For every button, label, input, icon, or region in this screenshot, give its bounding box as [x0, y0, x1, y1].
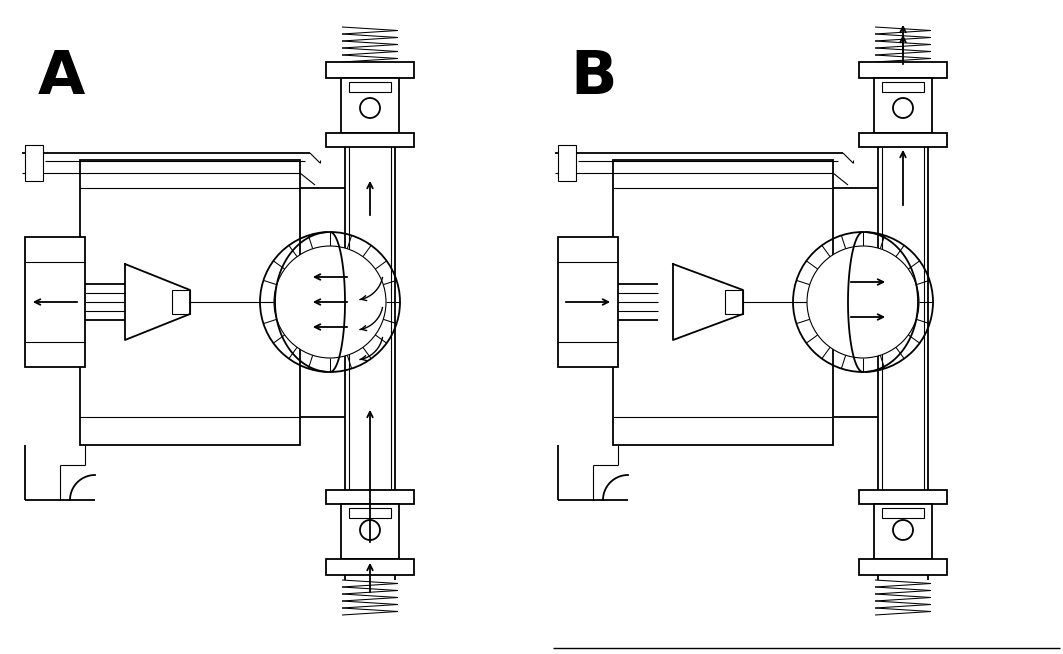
Bar [349, 82, 391, 92]
Bar [26, 145, 43, 181]
Circle shape [893, 520, 913, 540]
Circle shape [360, 98, 379, 118]
Circle shape [893, 98, 913, 118]
Bar [859, 559, 947, 575]
Bar [874, 78, 932, 133]
Bar [613, 160, 833, 445]
Bar [859, 490, 947, 504]
Circle shape [360, 520, 379, 540]
Bar [725, 290, 743, 314]
Circle shape [274, 246, 386, 358]
Bar [341, 78, 399, 133]
Bar [882, 82, 924, 92]
Bar [326, 559, 414, 575]
Bar [80, 160, 300, 445]
Bar [326, 490, 414, 504]
Bar [882, 508, 924, 518]
Bar [26, 237, 85, 367]
Bar [558, 237, 618, 367]
Bar [341, 504, 399, 559]
Circle shape [807, 246, 919, 358]
Text: A: A [38, 48, 85, 107]
Bar [859, 133, 947, 147]
Bar [172, 290, 190, 314]
Bar [326, 62, 414, 78]
Bar [326, 133, 414, 147]
Bar [874, 504, 932, 559]
Bar [558, 145, 576, 181]
Bar [859, 62, 947, 78]
Text: B: B [570, 48, 617, 107]
Bar [349, 508, 391, 518]
